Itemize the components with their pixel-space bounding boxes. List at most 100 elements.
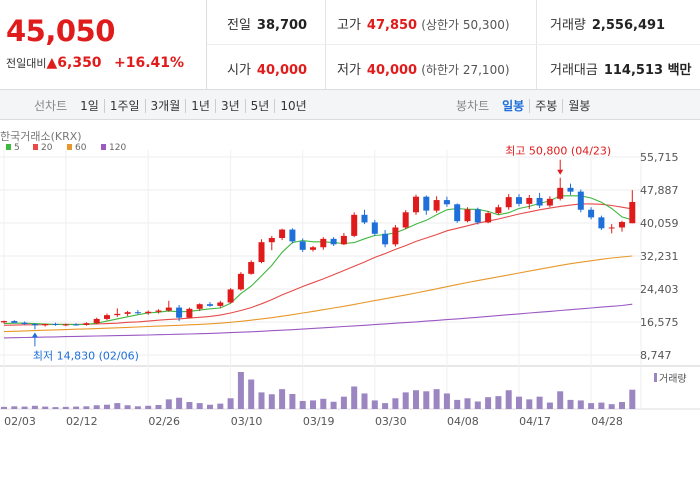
candle [11, 320, 18, 324]
quote-row-2: 시가 40,000 저가 40,000 (하한가 27,100) 거래대금 114,5… [207, 45, 700, 89]
candle [62, 323, 69, 327]
candle-body [279, 229, 286, 239]
candle [423, 195, 430, 215]
volume-bar [340, 396, 347, 409]
candle-body [11, 321, 18, 323]
tab-candle-period-0[interactable]: 일봉 [502, 99, 525, 113]
candle-body [536, 197, 543, 206]
tab-line-period-2[interactable]: 3개월 [144, 99, 186, 113]
candle [567, 183, 574, 196]
volume-bar [196, 403, 203, 409]
volume-bar [546, 402, 553, 409]
candle-body [433, 200, 440, 211]
candle [258, 239, 265, 264]
candle-body [217, 302, 224, 306]
legend-swatch-120 [101, 144, 106, 150]
change-row: 전일대비▲6,350 +16.41% [6, 55, 184, 71]
candle-body [176, 307, 183, 318]
candle-body [443, 200, 450, 205]
volume-bar [155, 404, 162, 409]
tab-line-period-4[interactable]: 3년 [214, 99, 245, 113]
candle [474, 207, 481, 225]
volume-bar [320, 398, 327, 409]
volume-bar [505, 390, 512, 409]
candle-body [454, 204, 461, 222]
candle-body [207, 304, 213, 306]
open-price: 시가 40,000 [227, 63, 308, 78]
tab-line-period-3[interactable]: 1년 [185, 99, 215, 113]
volume-bar [371, 400, 378, 409]
candle [598, 215, 605, 230]
candle-body [485, 213, 492, 223]
candle-body [505, 197, 512, 208]
candle-body [31, 324, 38, 326]
candle [83, 322, 90, 326]
x-tick-label: 02/26 [148, 415, 180, 428]
line-chart-label: 선차트 [34, 99, 68, 113]
y-tick-label: 47,887 [640, 184, 679, 197]
x-tick-label: 03/19 [303, 415, 335, 428]
legend-swatch-20 [33, 144, 38, 150]
volume-bar [402, 392, 409, 409]
candle-body [227, 289, 234, 303]
tab-line-period-0[interactable]: 1일 [80, 99, 99, 113]
x-tick-label: 03/30 [375, 415, 407, 428]
legend-swatch-60 [67, 144, 72, 150]
volume-bar [433, 389, 440, 409]
legend-label-5: 5 [14, 143, 20, 153]
tab-line-period-6[interactable]: 10년 [274, 99, 312, 113]
candle [320, 237, 327, 250]
candle [608, 224, 615, 234]
ma-120-line [3, 303, 633, 339]
low-price: 저가 40,000 (하한가 27,100) [337, 63, 510, 78]
candle-body [52, 324, 59, 326]
candle [176, 305, 183, 322]
stock-chart: 한국거래소(KRX) 5 20 60 120 55,715 47,887 40,059 32,2… [0, 120, 700, 490]
volume-bar [134, 406, 141, 409]
candle [546, 196, 553, 208]
volume-bar [598, 402, 605, 409]
quote-row-1: 전일 38,700 고가 47,850 (상한가 50,300) 거래량 2,556,… [207, 0, 700, 45]
candle-body [330, 238, 337, 245]
tab-candle-period-2[interactable]: 월봉 [562, 99, 596, 113]
candle [577, 189, 584, 213]
volume-legend-swatch [654, 373, 657, 382]
candle-body [104, 315, 110, 319]
tab-line-period-1[interactable]: 1주일 [103, 99, 145, 113]
candle-body [145, 311, 152, 314]
candle-body [351, 214, 358, 236]
candle [104, 313, 110, 321]
candle [464, 207, 471, 223]
candle [371, 219, 378, 236]
candle-body [62, 324, 69, 326]
candle [134, 310, 141, 315]
line-chart-tabs: 선차트 1일 1주일 3개월 1년 3년 5년 10년 [34, 97, 312, 114]
volume-bar [619, 402, 625, 409]
candle [310, 246, 316, 252]
volume-bar [268, 394, 275, 409]
x-tick-label: 02/12 [66, 415, 98, 428]
candle [413, 194, 419, 215]
volume-bar [629, 389, 636, 409]
x-tick-label: 04/28 [591, 415, 623, 428]
candle [73, 323, 80, 326]
candle-body [73, 324, 80, 326]
volume-bar [258, 392, 265, 409]
volume-bar [289, 393, 296, 409]
y-tick-label: 16,575 [640, 316, 679, 329]
candle-body [608, 227, 615, 229]
volume-bar [176, 397, 183, 409]
candle [495, 204, 502, 215]
y-tick-label: 55,715 [640, 151, 679, 164]
quote-grid: 전일 38,700 고가 47,850 (상한가 50,300) 거래량 2,556,… [207, 0, 700, 89]
tab-candle-period-1[interactable]: 주봉 [529, 99, 563, 113]
volume-bar [577, 400, 584, 409]
volume-legend-label: 거래량 [659, 373, 687, 385]
candle-body [495, 207, 502, 214]
volume-bar [495, 396, 502, 409]
candle-chart-label: 봉차트 [456, 99, 490, 113]
candle [217, 300, 224, 308]
tab-line-period-5[interactable]: 5년 [244, 99, 275, 113]
candle [382, 229, 389, 248]
volume-bar [557, 391, 564, 409]
